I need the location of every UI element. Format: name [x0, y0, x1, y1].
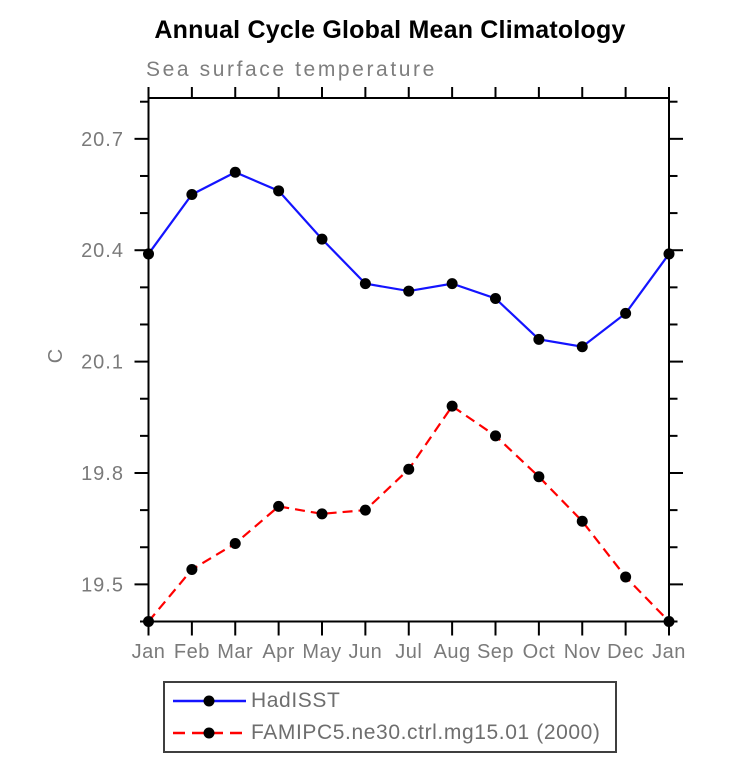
legend-line-sample-dashed-icon — [173, 727, 246, 739]
data-point-marker — [576, 515, 588, 527]
data-point-marker — [490, 430, 501, 442]
data-point-marker — [403, 285, 415, 297]
data-point-marker — [403, 463, 415, 475]
data-point-marker — [273, 500, 285, 512]
y-tick-label: 19.5 — [81, 574, 124, 596]
y-axis-label: C — [45, 349, 67, 363]
data-point-marker — [143, 616, 154, 627]
data-point-marker — [490, 292, 501, 304]
x-tick-label: Nov — [564, 641, 601, 663]
legend-line-sample-solid-icon — [173, 695, 246, 707]
data-point-marker — [186, 564, 198, 576]
legend-item-famipc5: FAMIPC5.ne30.ctrl.mg15.01 (2000) — [169, 721, 601, 744]
x-tick-label: Dec — [607, 641, 644, 663]
x-tick-label: May — [302, 641, 341, 663]
data-point-marker — [576, 341, 588, 353]
series-line-0 — [147, 171, 670, 348]
x-tick-label: Jul — [395, 641, 422, 663]
x-tick-label: Aug — [434, 641, 471, 663]
data-point-marker — [229, 538, 241, 550]
data-point-marker — [620, 307, 632, 319]
y-tick-label: 20.1 — [81, 352, 124, 374]
x-tick-label: Jan — [652, 641, 686, 663]
x-tick-label: Jan — [132, 641, 166, 663]
y-tick-label: 19.8 — [81, 463, 124, 485]
data-point-marker — [229, 166, 241, 178]
legend-label-famipc5: FAMIPC5.ne30.ctrl.mg15.01 (2000) — [251, 721, 601, 744]
data-point-marker — [359, 504, 371, 516]
x-tick-label: Jun — [349, 641, 383, 663]
data-point-marker — [316, 508, 328, 520]
y-tick-label: 20.7 — [81, 129, 124, 151]
data-point-marker — [186, 189, 198, 201]
x-tick-label: Feb — [174, 641, 210, 663]
data-point-marker — [359, 278, 371, 290]
chart-subtitle: Sea surface temperature — [146, 58, 437, 81]
x-tick-label: Apr — [262, 641, 295, 663]
series-line-1 — [147, 404, 670, 623]
data-point-marker — [273, 185, 285, 197]
legend-label-hadisst: HadISST — [251, 689, 341, 712]
chart-title: Annual Cycle Global Mean Climatology — [154, 16, 626, 44]
data-point-marker — [533, 333, 545, 345]
x-tick-label: Sep — [477, 641, 514, 663]
data-point-marker — [446, 278, 458, 290]
y-tick-label: 20.4 — [81, 240, 124, 262]
legend: HadISST FAMIPC5.ne30.ctrl.mg15.01 (2000) — [163, 681, 617, 753]
data-point-marker — [663, 616, 675, 627]
x-tick-label: Mar — [217, 641, 253, 663]
data-point-marker — [663, 248, 675, 260]
x-tick-label: Oct — [523, 641, 556, 663]
data-point-marker — [316, 233, 328, 245]
data-point-marker — [446, 400, 458, 412]
legend-item-hadisst: HadISST — [169, 689, 340, 712]
data-point-marker — [143, 248, 154, 260]
data-point-marker — [620, 571, 632, 583]
data-point-marker — [533, 471, 545, 483]
